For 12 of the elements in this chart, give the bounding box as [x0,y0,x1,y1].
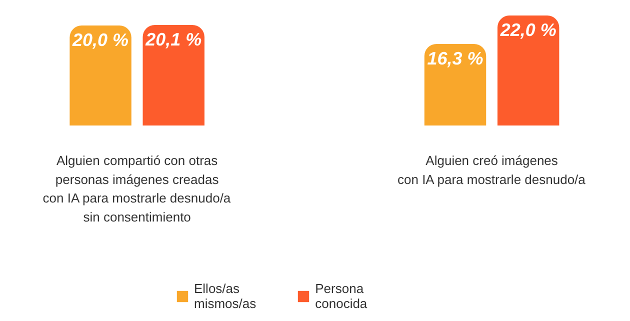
data-label: 20,0 % [72,30,129,50]
bar [142,25,204,126]
x-tick-label: Alguien compartió con otras personas imágenes creadas con IA para mostrarle desnudo/a sin consentimiento [42,153,232,224]
data-label: 22,0 % [499,20,556,40]
bar [497,16,560,126]
bar [70,26,132,126]
data-label: 20,1 % [144,29,202,50]
x-tick-label: Alguien creó imágenes con IA para mostrarle desnudo/a [397,153,586,187]
legend-label: Ellos/as mismos/as [194,281,256,311]
legend-label: Persona conocida [315,281,368,311]
data-label: 16,3 % [427,48,484,68]
bar [424,44,486,126]
